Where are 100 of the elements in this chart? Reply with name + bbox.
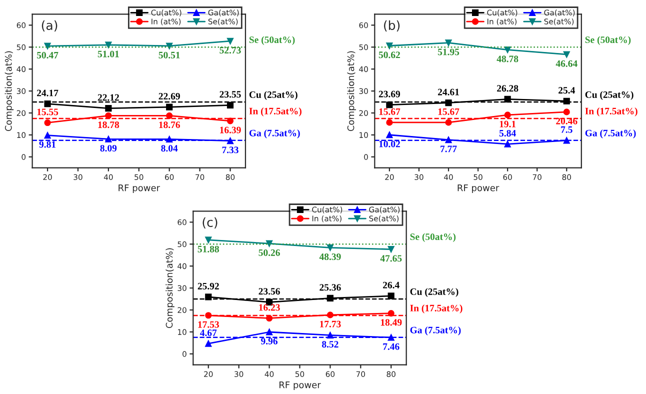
point bbox=[563, 51, 570, 58]
ref-line-label: Se (50at%) bbox=[585, 36, 631, 46]
data-label: 52.73 bbox=[220, 46, 241, 54]
ref-line-label: Cu (25at%) bbox=[410, 288, 458, 297]
point bbox=[266, 328, 273, 336]
point bbox=[386, 42, 393, 50]
ref-line-label: Se (50at%) bbox=[410, 233, 456, 242]
data-label: 22.12 bbox=[98, 94, 119, 101]
ref-line-label: Ga (7.5at%) bbox=[410, 326, 461, 336]
point bbox=[226, 102, 234, 108]
ref-line-label: Ga (7.5at%) bbox=[249, 130, 300, 138]
data-label: 51.95 bbox=[438, 48, 460, 56]
data-label: 18.76 bbox=[159, 122, 180, 128]
point bbox=[205, 340, 212, 347]
point bbox=[386, 119, 393, 126]
point bbox=[388, 334, 394, 341]
data-label: 46.64 bbox=[556, 60, 578, 67]
point bbox=[105, 42, 112, 48]
data-label: 51.01 bbox=[98, 50, 119, 58]
data-label: 10.02 bbox=[379, 140, 400, 148]
ref-line-label: In (17.5at%) bbox=[249, 108, 302, 116]
point bbox=[44, 132, 51, 139]
data-label: 22.69 bbox=[158, 92, 180, 100]
point bbox=[388, 310, 394, 317]
x-axis-title: RF power bbox=[458, 184, 500, 193]
data-label: 25.36 bbox=[320, 284, 341, 291]
data-label: 50.62 bbox=[378, 52, 400, 58]
point bbox=[44, 42, 51, 50]
data-label: 26.4 bbox=[383, 282, 400, 288]
data-label: 23.69 bbox=[378, 90, 400, 98]
point bbox=[105, 112, 112, 119]
data-label: 15.67 bbox=[438, 108, 460, 115]
ref-line-label: Se (50at%) bbox=[249, 36, 295, 46]
point bbox=[226, 118, 234, 124]
data-label: 23.55 bbox=[220, 91, 241, 98]
point bbox=[388, 246, 394, 253]
point bbox=[266, 314, 273, 322]
y-axis-title: Composition(at%) bbox=[4, 51, 14, 132]
point bbox=[205, 236, 212, 244]
data-label: 50.26 bbox=[258, 249, 280, 256]
point bbox=[166, 42, 173, 50]
point bbox=[226, 38, 234, 44]
data-label: 47.65 bbox=[380, 255, 402, 262]
point bbox=[504, 140, 511, 148]
data-label: 7.33 bbox=[222, 146, 238, 154]
data-label: 26.28 bbox=[497, 85, 518, 92]
data-label: 24.17 bbox=[37, 90, 58, 96]
data-label: 25.4 bbox=[558, 87, 575, 94]
point bbox=[326, 244, 334, 251]
point bbox=[226, 137, 234, 144]
ref-line-label: Ga (7.5at%) bbox=[585, 130, 636, 138]
annotation: (b) bbox=[384, 20, 400, 32]
point bbox=[445, 119, 452, 126]
data-label: 50.51 bbox=[158, 52, 180, 58]
ref-line-label: Cu (25at%) bbox=[585, 91, 634, 100]
data-label: 16.39 bbox=[220, 126, 241, 134]
data-label: 48.39 bbox=[319, 253, 341, 260]
y-axis-title: Composition(at%) bbox=[166, 248, 174, 328]
point bbox=[504, 46, 511, 54]
point bbox=[44, 100, 51, 108]
data-label: 9.81 bbox=[39, 141, 56, 148]
data-label: 18.49 bbox=[380, 319, 402, 326]
point bbox=[386, 132, 393, 138]
data-label: 7.5 bbox=[561, 126, 572, 133]
data-label: 24.61 bbox=[438, 88, 459, 96]
point bbox=[563, 108, 570, 116]
point bbox=[44, 119, 51, 126]
data-label: 8.52 bbox=[322, 341, 338, 348]
data-label: 19.1 bbox=[500, 120, 516, 128]
point bbox=[563, 137, 570, 144]
point bbox=[166, 112, 173, 119]
data-label: 7.46 bbox=[383, 343, 400, 350]
data-label: 8.04 bbox=[161, 145, 178, 152]
point bbox=[166, 136, 173, 143]
point bbox=[205, 294, 212, 300]
data-label: 50.47 bbox=[36, 52, 58, 59]
point bbox=[105, 105, 112, 112]
x-axis-title: RF power bbox=[118, 184, 160, 193]
annotation: (a) bbox=[42, 20, 58, 32]
data-label: 7.77 bbox=[440, 146, 457, 152]
point bbox=[266, 240, 273, 247]
data-label: 8.09 bbox=[100, 144, 117, 152]
point bbox=[504, 112, 511, 118]
ref-line-label: In (17.5at%) bbox=[410, 304, 462, 314]
data-label: 25.92 bbox=[198, 282, 219, 290]
ref-line-label: In (17.5at%) bbox=[585, 108, 638, 116]
data-label: 5.84 bbox=[499, 130, 516, 137]
data-label: 23.56 bbox=[258, 288, 280, 295]
data-label: 51.88 bbox=[198, 246, 219, 252]
data-label: 15.67 bbox=[379, 108, 400, 115]
data-label: 18.78 bbox=[98, 121, 120, 128]
data-label: 48.78 bbox=[496, 56, 518, 62]
ref-line-label: Cu (25at%) bbox=[249, 91, 298, 100]
y-axis-title: Composition(at%) bbox=[347, 51, 356, 132]
point bbox=[166, 104, 173, 110]
point bbox=[445, 40, 452, 46]
data-label: 17.53 bbox=[198, 321, 219, 328]
point bbox=[388, 292, 394, 300]
x-axis-title: RF power bbox=[280, 382, 321, 390]
data-label: 4.67 bbox=[200, 330, 217, 336]
